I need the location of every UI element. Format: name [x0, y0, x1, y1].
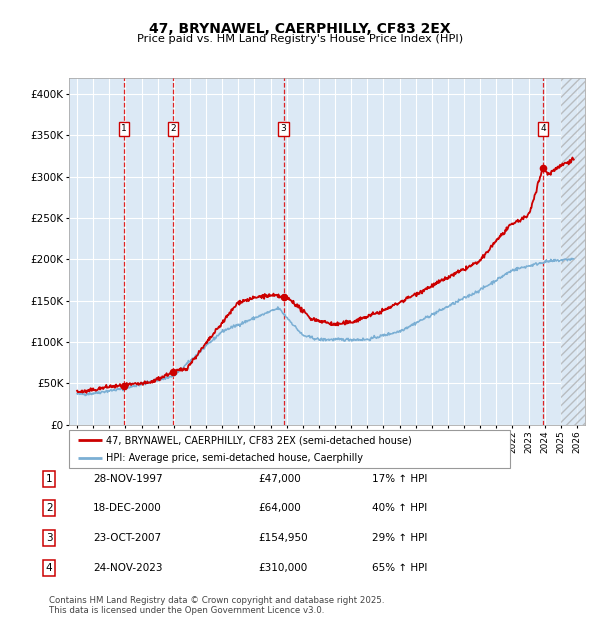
Text: 23-OCT-2007: 23-OCT-2007: [93, 533, 161, 543]
Text: 4: 4: [46, 563, 53, 573]
Text: 2: 2: [46, 503, 53, 513]
Text: 65% ↑ HPI: 65% ↑ HPI: [372, 563, 427, 573]
Text: 47, BRYNAWEL, CAERPHILLY, CF83 2EX (semi-detached house): 47, BRYNAWEL, CAERPHILLY, CF83 2EX (semi…: [106, 435, 412, 445]
Text: 40% ↑ HPI: 40% ↑ HPI: [372, 503, 427, 513]
Text: £154,950: £154,950: [258, 533, 308, 543]
Text: Contains HM Land Registry data © Crown copyright and database right 2025.
This d: Contains HM Land Registry data © Crown c…: [49, 596, 385, 615]
Text: 18-DEC-2000: 18-DEC-2000: [93, 503, 162, 513]
Text: 28-NOV-1997: 28-NOV-1997: [93, 474, 163, 484]
Text: 1: 1: [46, 474, 53, 484]
Text: 2: 2: [170, 124, 176, 133]
Bar: [561, 78, 588, 425]
Text: £64,000: £64,000: [258, 503, 301, 513]
Text: 3: 3: [46, 533, 53, 543]
Text: £310,000: £310,000: [258, 563, 307, 573]
Text: Price paid vs. HM Land Registry's House Price Index (HPI): Price paid vs. HM Land Registry's House …: [137, 34, 463, 44]
Text: 47, BRYNAWEL, CAERPHILLY, CF83 2EX: 47, BRYNAWEL, CAERPHILLY, CF83 2EX: [149, 22, 451, 36]
Text: 24-NOV-2023: 24-NOV-2023: [93, 563, 163, 573]
Text: 4: 4: [540, 124, 546, 133]
Text: 1: 1: [121, 124, 127, 133]
Text: £47,000: £47,000: [258, 474, 301, 484]
Bar: [561, 78, 593, 425]
Text: 29% ↑ HPI: 29% ↑ HPI: [372, 533, 427, 543]
Text: 17% ↑ HPI: 17% ↑ HPI: [372, 474, 427, 484]
Text: HPI: Average price, semi-detached house, Caerphilly: HPI: Average price, semi-detached house,…: [106, 453, 364, 464]
Text: 3: 3: [281, 124, 286, 133]
FancyBboxPatch shape: [69, 430, 510, 468]
